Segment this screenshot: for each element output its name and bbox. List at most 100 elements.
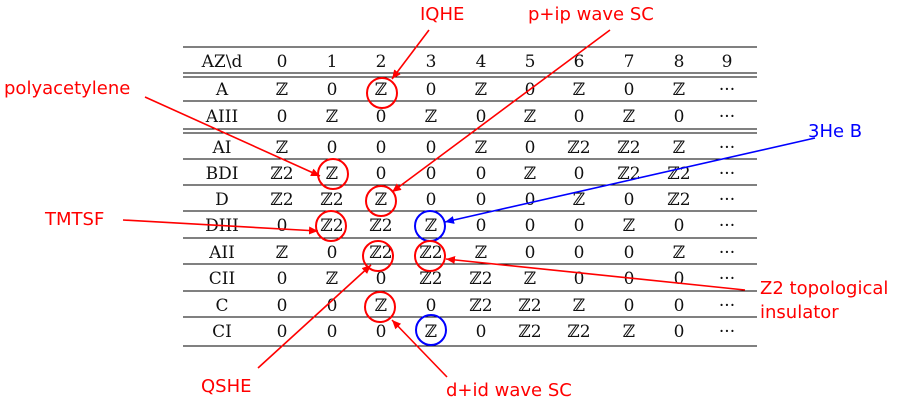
label-did: d+id wave SC — [446, 380, 572, 401]
table-cell: ··· — [719, 269, 735, 289]
table-cell: ℤ — [475, 138, 487, 158]
table-cell: ℤ — [375, 80, 387, 100]
arrow-qshe — [257, 264, 372, 369]
table-cell: ℤ — [475, 80, 487, 100]
table-cell: 0 — [525, 138, 536, 158]
table-cell: 0 — [327, 243, 338, 263]
circle-did — [415, 314, 447, 346]
table-cell: 0 — [376, 164, 387, 184]
table-cell: 0 — [674, 107, 685, 127]
table-cell: 0 — [574, 216, 585, 236]
circle-iqhe — [366, 77, 398, 109]
table-cell: 0 — [277, 107, 288, 127]
table-cell: 0 — [376, 322, 387, 342]
col-header: 9 — [722, 52, 733, 72]
table-cell: ℤ — [326, 269, 338, 289]
highlight-circles — [315, 77, 447, 346]
table-cell: ℤ — [573, 190, 585, 210]
table-cell: ℤ — [326, 107, 338, 127]
circle-c-z — [364, 291, 396, 323]
label-tmtsf: TMTSF — [44, 209, 104, 230]
table-cell: ℤ — [425, 216, 437, 236]
arrow-pip — [391, 29, 611, 193]
table-cell: 0 — [327, 80, 338, 100]
table-cell: 0 — [327, 322, 338, 342]
circle-z2ti — [414, 240, 446, 272]
table-row: C 0 0 ℤ 0 ℤ2 ℤ2 ℤ 0 0 ··· — [215, 296, 735, 316]
table-cell: 0 — [525, 243, 536, 263]
row-label: C — [215, 296, 228, 316]
table-cell: 0 — [574, 243, 585, 263]
table-cell: 0 — [426, 80, 437, 100]
table-header: AZ\d 0 1 2 3 4 5 6 7 8 9 — [201, 52, 733, 72]
table-cell: 0 — [574, 164, 585, 184]
table-cell: 0 — [624, 296, 635, 316]
row-label: D — [215, 190, 229, 210]
col-header: 5 — [525, 52, 536, 72]
table-cell: 0 — [476, 216, 487, 236]
table-cell: ℤ2 — [518, 296, 541, 316]
table-cell: ℤ — [524, 164, 536, 184]
table-cell: 0 — [476, 107, 487, 127]
table-body: A ℤ 0 ℤ 0 ℤ 0 ℤ 0 ℤ ··· AIII 0 ℤ 0 ℤ 0 ℤ 0 ℤ 0 ··· AI ℤ 0 0 0 ℤ 0 ℤ2 ℤ… — [205, 80, 735, 342]
table-cell: ℤ — [623, 216, 635, 236]
table-cell: 0 — [525, 216, 536, 236]
table-cell: 0 — [476, 322, 487, 342]
table-cell: ℤ — [375, 190, 387, 210]
table-row: BDI ℤ2 ℤ 0 0 0 ℤ 0 ℤ2 ℤ2 ··· — [206, 164, 736, 184]
col-header: 4 — [476, 52, 487, 72]
table-cell: 0 — [277, 269, 288, 289]
label-z2ti-line1: Z2 topological — [760, 278, 888, 299]
table-cell: 0 — [426, 164, 437, 184]
table-cell: ℤ2 — [270, 164, 293, 184]
row-label: AII — [208, 243, 235, 263]
arrow-tmtsf — [122, 219, 319, 235]
table-cell: ℤ — [276, 243, 288, 263]
table-cell: 0 — [674, 216, 685, 236]
table-cell: 0 — [277, 216, 288, 236]
table-cell: 0 — [525, 190, 536, 210]
table-cell: ℤ2 — [369, 216, 392, 236]
table-cell: ℤ — [673, 80, 685, 100]
table-row: A ℤ 0 ℤ 0 ℤ 0 ℤ 0 ℤ ··· — [215, 80, 735, 100]
table-cell: 0 — [327, 296, 338, 316]
table-cell: 0 — [426, 296, 437, 316]
circle-tmtsf — [315, 210, 347, 242]
table-cell: ℤ — [276, 138, 288, 158]
table-cell: 0 — [624, 190, 635, 210]
table-cell: 0 — [574, 269, 585, 289]
table-cell: 0 — [574, 107, 585, 127]
table-cell: 0 — [426, 138, 437, 158]
col-header: 6 — [574, 52, 585, 72]
arrow-he3b — [444, 137, 816, 224]
table-cell: ℤ2 — [567, 322, 590, 342]
label-z2ti-line2: insulator — [760, 302, 839, 323]
table-cell: ℤ2 — [667, 164, 690, 184]
label-polyacetylene: polyacetylene — [4, 78, 130, 99]
label-qshe: QSHE — [201, 376, 252, 397]
row-label: AI — [212, 138, 232, 158]
label-he3b: 3He B — [808, 121, 862, 142]
table-cell: ··· — [719, 322, 735, 342]
table-cell: ℤ — [673, 243, 685, 263]
table-cell: 0 — [277, 322, 288, 342]
table-cell: ℤ2 — [419, 243, 442, 263]
table-cell: 0 — [376, 138, 387, 158]
table-cell: ℤ2 — [320, 216, 343, 236]
table-cell: ℤ — [524, 107, 536, 127]
table-cell: ℤ2 — [320, 190, 343, 210]
arrow-did — [391, 319, 448, 378]
table-cell: ··· — [719, 164, 735, 184]
table-cell: 0 — [624, 80, 635, 100]
table-cell: ℤ2 — [369, 243, 392, 263]
table-row: DIII 0 ℤ2 ℤ2 ℤ 0 0 0 ℤ 0 ··· — [205, 216, 735, 236]
circle-qshe — [362, 240, 394, 272]
table-row: AI ℤ 0 0 0 ℤ 0 ℤ2 ℤ2 ℤ ··· — [212, 138, 736, 158]
row-label: CII — [209, 269, 235, 289]
table-cell: ··· — [719, 216, 735, 236]
table-cell: ℤ — [673, 138, 685, 158]
table-cell: ℤ2 — [469, 296, 492, 316]
annotation-arrows — [122, 29, 816, 378]
table-cell: ℤ — [276, 80, 288, 100]
table-cell: ℤ — [425, 107, 437, 127]
